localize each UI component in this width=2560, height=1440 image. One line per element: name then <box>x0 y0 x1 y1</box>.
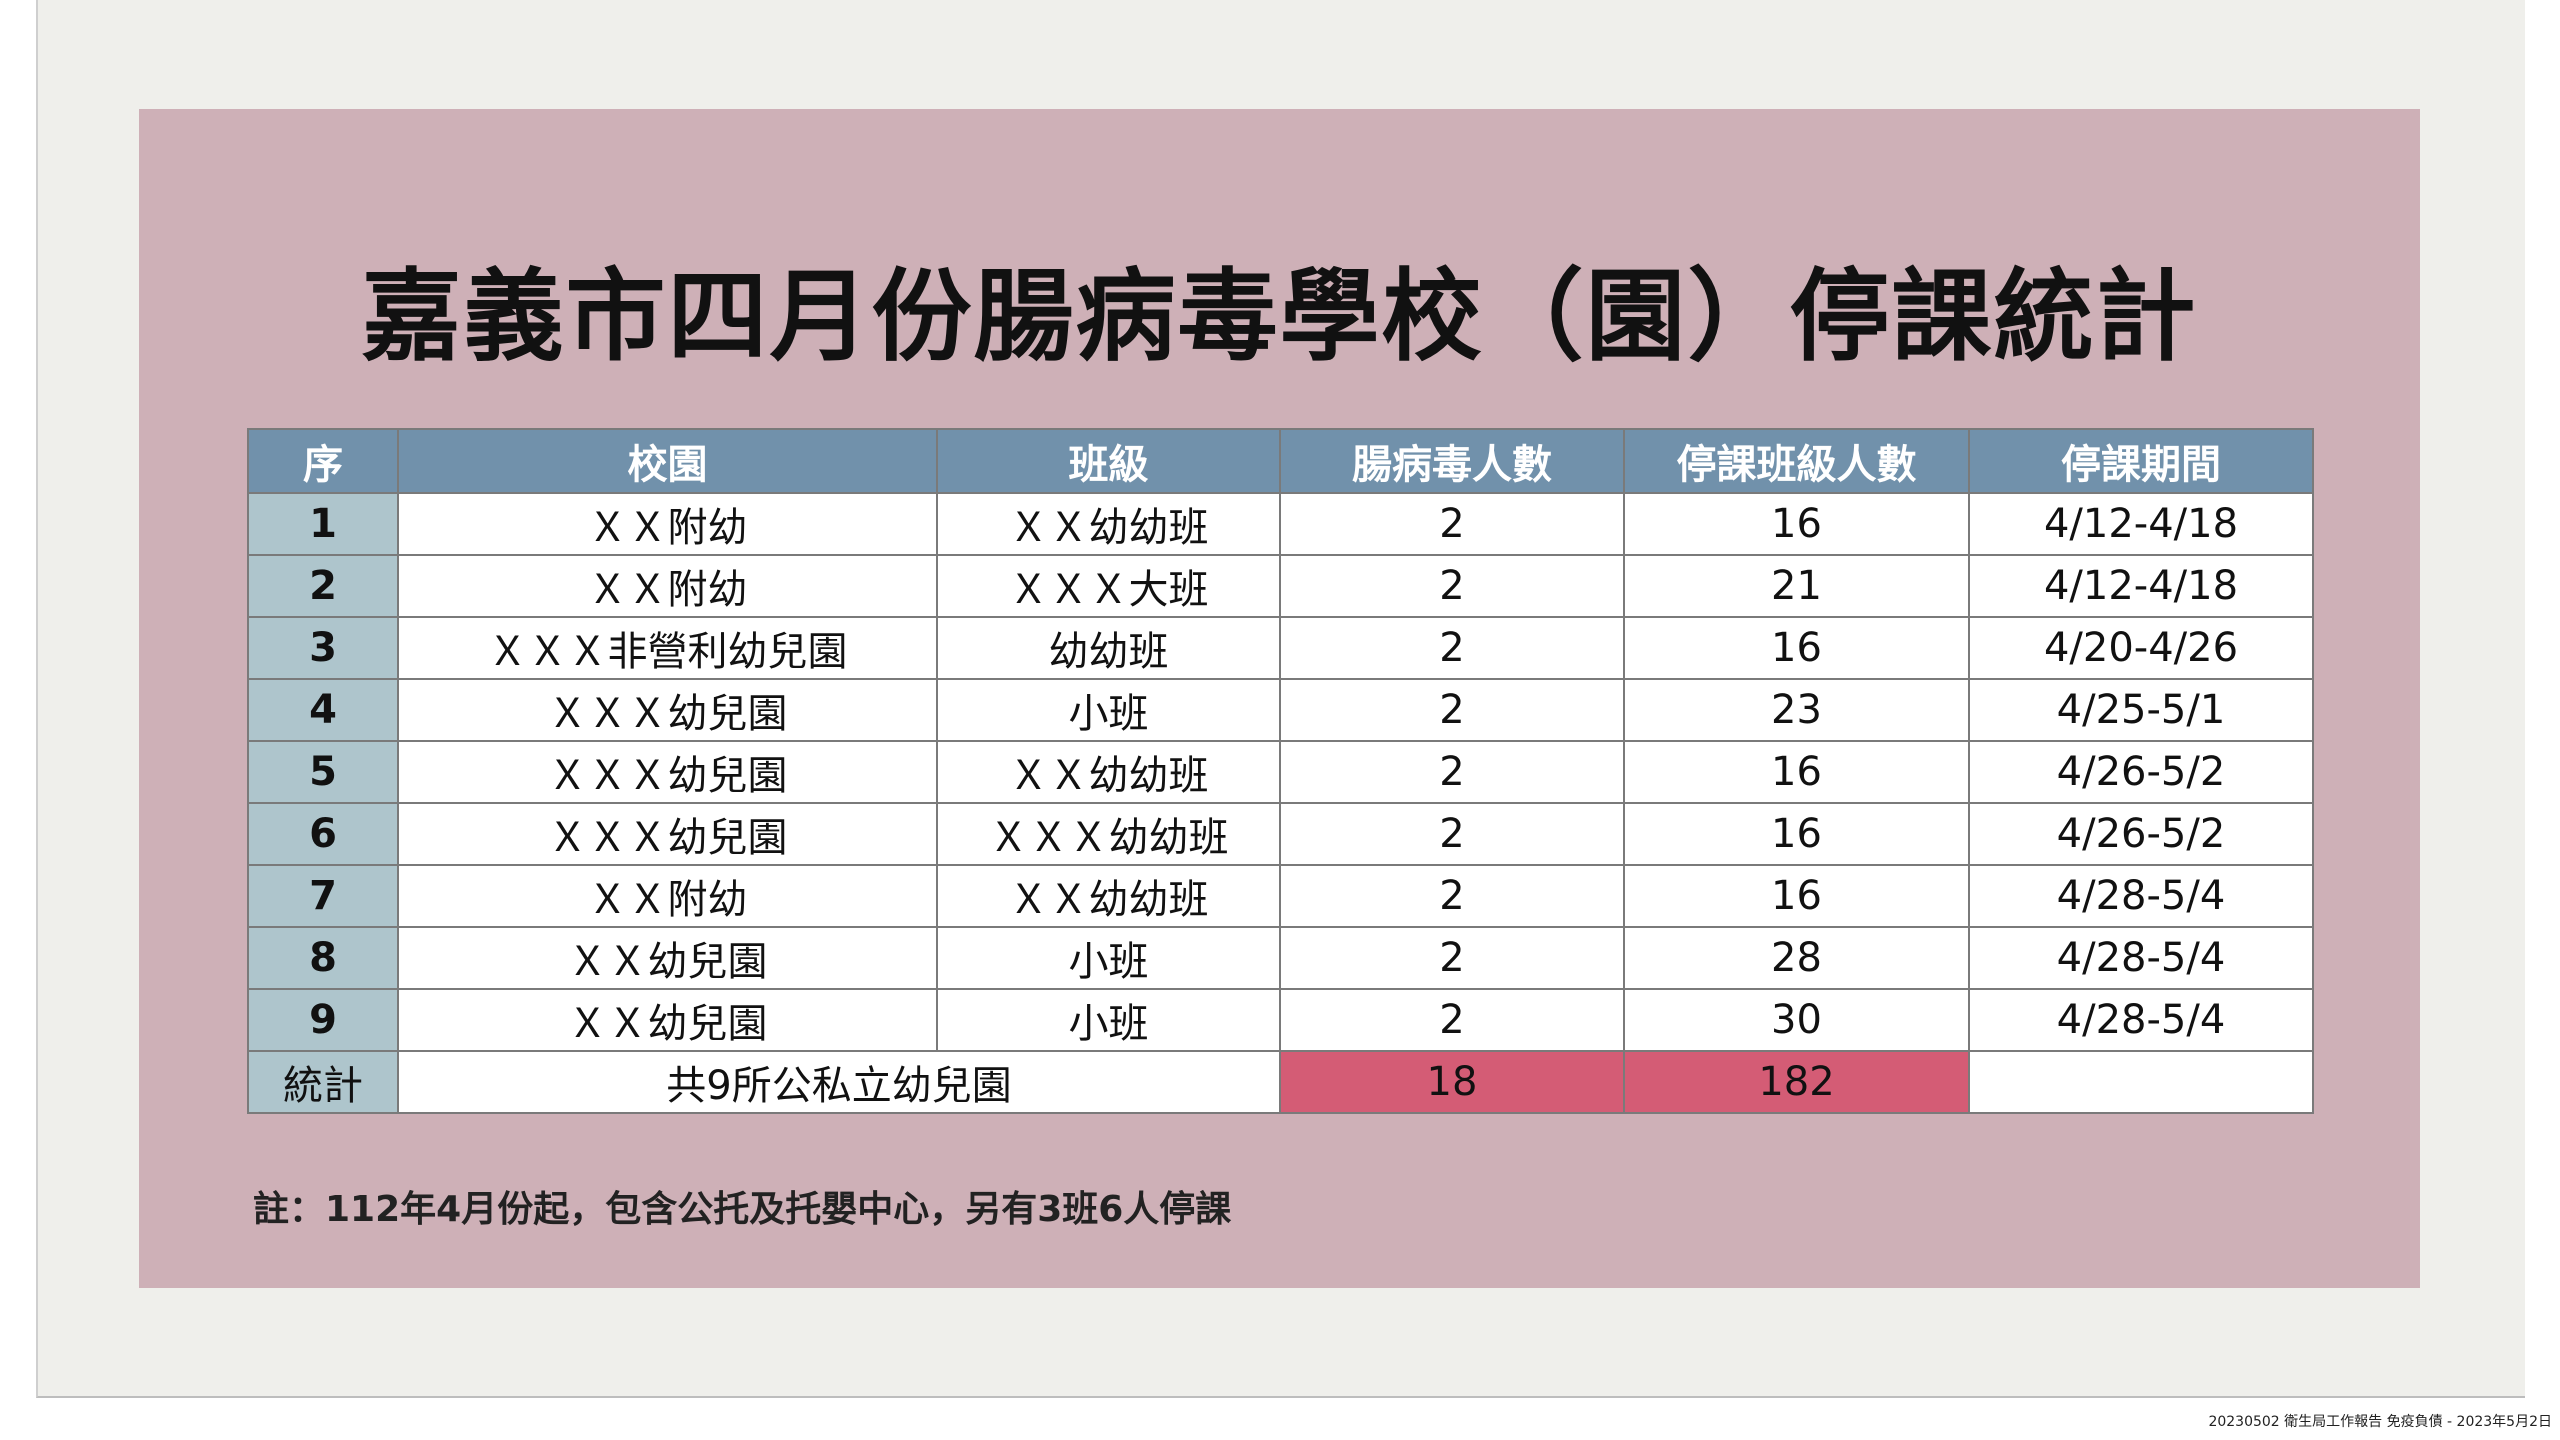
row-period: 4/28-5/4 <box>1968 988 2314 1052</box>
page-title: 嘉義市四月份腸病毒學校（園）停課統計 <box>361 258 2198 375</box>
row-seq: 5 <box>247 740 399 804</box>
table-row: 4 ＸＸＸ幼兒園 小班 2 23 4/25-5/1 <box>247 678 2314 742</box>
row-school: ＸＸＸ幼兒園 <box>397 802 938 866</box>
row-students: 16 <box>1623 616 1970 680</box>
row-school: ＸＸ附幼 <box>397 864 938 928</box>
table-row: 1 ＸＸ附幼 ＸＸ幼幼班 2 16 4/12-4/18 <box>247 492 2314 556</box>
total-row: 統計 共9所公私立幼兒園 18 182 <box>247 1050 2314 1114</box>
header-school: 校園 <box>397 428 938 494</box>
table-row: 2 ＸＸ附幼 ＸＸＸ大班 2 21 4/12-4/18 <box>247 554 2314 618</box>
row-school: ＸＸ附幼 <box>397 554 938 618</box>
row-school: ＸＸ附幼 <box>397 492 938 556</box>
footnote: 註：112年4月份起，包含公托及托嬰中心，另有3班6人停課 <box>253 1189 1232 1230</box>
total-students: 182 <box>1623 1050 1970 1114</box>
row-students: 21 <box>1623 554 1970 618</box>
row-period: 4/12-4/18 <box>1968 492 2314 556</box>
row-school: ＸＸＸ幼兒園 <box>397 678 938 742</box>
row-school: ＸＸ幼兒園 <box>397 988 938 1052</box>
row-seq: 1 <box>247 492 399 556</box>
row-period: 4/26-5/2 <box>1968 740 2314 804</box>
row-school: ＸＸＸ非營利幼兒園 <box>397 616 938 680</box>
table-row: 7 ＸＸ附幼 ＸＸ幼幼班 2 16 4/28-5/4 <box>247 864 2314 928</box>
row-school: ＸＸＸ幼兒園 <box>397 740 938 804</box>
row-period: 4/28-5/4 <box>1968 926 2314 990</box>
header-period: 停課期間 <box>1968 428 2314 494</box>
row-students: 16 <box>1623 864 1970 928</box>
header-cases: 腸病毒人數 <box>1279 428 1625 494</box>
table-row: 5 ＸＸＸ幼兒園 ＸＸ幼幼班 2 16 4/26-5/2 <box>247 740 2314 804</box>
row-class: 小班 <box>936 988 1281 1052</box>
row-cases: 2 <box>1279 926 1625 990</box>
row-students: 28 <box>1623 926 1970 990</box>
table-row: 3 ＸＸＸ非營利幼兒園 幼幼班 2 16 4/20-4/26 <box>247 616 2314 680</box>
header-class: 班級 <box>936 428 1281 494</box>
table-header-row: 序 校園 班級 腸病毒人數 停課班級人數 停課期間 <box>247 428 2314 494</box>
row-cases: 2 <box>1279 678 1625 742</box>
row-class: 小班 <box>936 678 1281 742</box>
row-school: ＸＸ幼兒園 <box>397 926 938 990</box>
row-cases: 2 <box>1279 864 1625 928</box>
row-seq: 7 <box>247 864 399 928</box>
row-seq: 8 <box>247 926 399 990</box>
row-class: ＸＸ幼幼班 <box>936 864 1281 928</box>
row-students: 30 <box>1623 988 1970 1052</box>
row-students: 16 <box>1623 802 1970 866</box>
row-class: ＸＸＸ幼幼班 <box>936 802 1281 866</box>
total-label: 統計 <box>247 1050 399 1114</box>
header-seq: 序 <box>247 428 399 494</box>
row-period: 4/12-4/18 <box>1968 554 2314 618</box>
total-description: 共9所公私立幼兒園 <box>397 1050 1281 1114</box>
row-cases: 2 <box>1279 554 1625 618</box>
suspension-table: 序 校園 班級 腸病毒人數 停課班級人數 停課期間 1 ＸＸ附幼 ＸＸ幼幼班 2 16 4… <box>247 428 2314 1114</box>
total-cases: 18 <box>1279 1050 1625 1114</box>
row-class: ＸＸ幼幼班 <box>936 492 1281 556</box>
row-class: ＸＸＸ大班 <box>936 554 1281 618</box>
row-cases: 2 <box>1279 740 1625 804</box>
row-period: 4/26-5/2 <box>1968 802 2314 866</box>
footer-caption: 20230502 衛生局工作報告 免疫負債 - 2023年5月2日 <box>2208 1414 2552 1430</box>
row-class: 小班 <box>936 926 1281 990</box>
row-cases: 2 <box>1279 616 1625 680</box>
row-seq: 6 <box>247 802 399 866</box>
row-students: 16 <box>1623 492 1970 556</box>
table-row: 8 ＸＸ幼兒園 小班 2 28 4/28-5/4 <box>247 926 2314 990</box>
table-row: 6 ＸＸＸ幼兒園 ＸＸＸ幼幼班 2 16 4/26-5/2 <box>247 802 2314 866</box>
row-students: 23 <box>1623 678 1970 742</box>
header-students: 停課班級人數 <box>1623 428 1970 494</box>
total-period-empty <box>1968 1050 2314 1114</box>
row-seq: 9 <box>247 988 399 1052</box>
row-cases: 2 <box>1279 802 1625 866</box>
row-period: 4/25-5/1 <box>1968 678 2314 742</box>
row-seq: 3 <box>247 616 399 680</box>
row-period: 4/20-4/26 <box>1968 616 2314 680</box>
table-row: 9 ＸＸ幼兒園 小班 2 30 4/28-5/4 <box>247 988 2314 1052</box>
row-cases: 2 <box>1279 988 1625 1052</box>
row-class: ＸＸ幼幼班 <box>936 740 1281 804</box>
row-students: 16 <box>1623 740 1970 804</box>
row-seq: 2 <box>247 554 399 618</box>
row-cases: 2 <box>1279 492 1625 556</box>
row-class: 幼幼班 <box>936 616 1281 680</box>
row-seq: 4 <box>247 678 399 742</box>
row-period: 4/28-5/4 <box>1968 864 2314 928</box>
